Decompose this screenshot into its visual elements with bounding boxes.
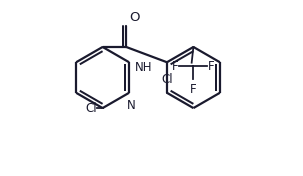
Text: F: F xyxy=(190,83,197,96)
Text: Cl: Cl xyxy=(161,73,173,86)
Text: F: F xyxy=(208,60,215,73)
Text: Cl: Cl xyxy=(85,102,97,115)
Text: O: O xyxy=(129,11,139,24)
Text: N: N xyxy=(126,99,135,112)
Text: NH: NH xyxy=(135,61,152,74)
Text: F: F xyxy=(172,60,178,73)
